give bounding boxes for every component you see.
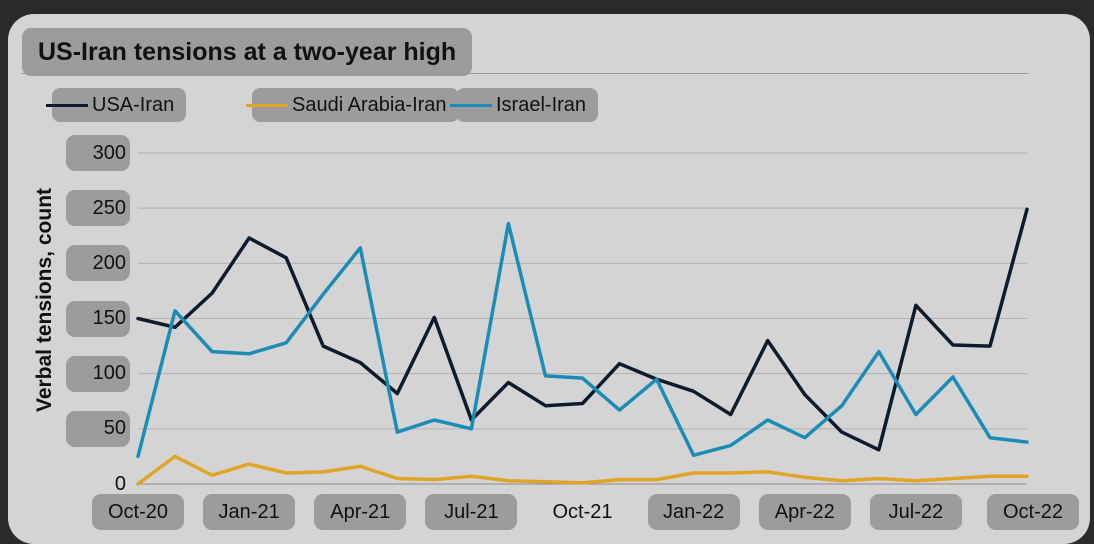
title-divider [22, 73, 1028, 74]
legend-israel-iran: Israel-Iran [450, 88, 599, 122]
legend-label-usa-iran: USA-Iran [92, 93, 175, 116]
series-line-usa-iran [136, 207, 1029, 452]
chart-title: US-Iran tensions at a two-year high [22, 28, 473, 76]
y-tick-label: 50 [66, 410, 130, 447]
y-tick-label: 0 [114, 472, 126, 495]
y-tick-label: 150 [66, 300, 130, 337]
legend-label-israel-iran: Israel-Iran [496, 93, 587, 116]
legend-usa-iran: USA-Iran [46, 88, 187, 122]
x-tick-label: Oct-21 [552, 500, 613, 523]
legend-line-usa-iran [46, 103, 88, 107]
x-tick-label: Oct-20 [92, 494, 184, 530]
y-tick-label: 200 [66, 245, 130, 282]
line-chart-plot [136, 152, 1029, 486]
legend-label-saudi-iran: Saudi Arabia-Iran [292, 93, 447, 116]
legend-saudi-iran: Saudi Arabia-Iran [246, 88, 459, 122]
x-tick-label: Jul-22 [869, 494, 962, 530]
x-tick-label: Apr-22 [758, 494, 851, 530]
series-line-israel-iran [136, 221, 1029, 459]
y-tick-label: 100 [66, 355, 130, 392]
x-tick-label: Apr-21 [314, 494, 407, 530]
x-tick-label: Oct-22 [987, 494, 1079, 530]
y-tick-label: 250 [66, 190, 130, 227]
y-tick-label: 300 [66, 135, 130, 171]
x-tick-label: Jul-21 [425, 494, 518, 530]
x-tick-label: Jan-22 [647, 494, 740, 530]
legend-line-israel-iran [450, 103, 492, 107]
legend-line-saudi-iran [246, 103, 288, 107]
series-line-saudi-arabia-iran [136, 454, 1029, 486]
x-tick-label: Jan-21 [203, 494, 296, 530]
